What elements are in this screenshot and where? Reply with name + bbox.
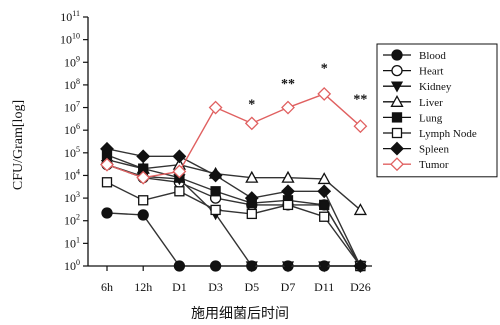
legend-label-liver: Liver [419, 97, 443, 109]
data-point-lymph-node [246, 208, 257, 220]
y-tick-label: 102 [64, 213, 80, 228]
series-line-liver [106, 158, 361, 211]
data-point-spleen [353, 259, 368, 273]
legend-marker-heart [391, 64, 403, 77]
data-point-kidney [281, 261, 295, 273]
y-tick-label: 107 [64, 100, 80, 115]
series-line-tumor [106, 93, 361, 179]
data-point-tumor [317, 86, 332, 101]
data-point-blood [173, 260, 186, 272]
data-point-lymph-node [138, 195, 149, 206]
data-point-kidney [318, 261, 331, 273]
data-point-spleen [317, 184, 332, 199]
data-point-liver [281, 170, 295, 183]
legend-marker-kidney [390, 81, 404, 93]
data-point-lymph-node [101, 177, 113, 188]
y-axis-label: CFU/Gram[log] [11, 100, 26, 190]
data-point-liver [353, 203, 367, 216]
significance-marker: * [321, 61, 328, 76]
legend-label-lung: Lung [419, 112, 443, 124]
legend-marker-lymph-node [391, 127, 403, 139]
x-tick-label: D7 [281, 280, 296, 294]
chart-axes: 100 101 102 103 104 105 106 107 108 109 1010 1011 6h… [60, 9, 372, 294]
data-point-blood [209, 260, 222, 272]
data-point-lung [210, 186, 221, 197]
x-axis-label: 施用细菌后时间 [191, 306, 289, 322]
data-point-lymph-node [210, 204, 221, 216]
data-point-spleen [244, 191, 259, 206]
legend-label-blood: Blood [419, 50, 446, 62]
y-tick-label: 101 [64, 235, 80, 250]
y-tick-label: 103 [64, 190, 80, 205]
data-point-lymph-node [319, 211, 330, 222]
legend-label-tumor: Tumor [419, 159, 449, 171]
legend-marker-tumor [390, 157, 404, 172]
series-tumor [100, 86, 368, 185]
series-layer [100, 86, 368, 273]
y-tick-label: 105 [64, 145, 80, 160]
legend-box [376, 43, 498, 178]
data-point-blood [137, 209, 149, 221]
data-point-tumor [208, 100, 223, 115]
x-tick-label: D26 [350, 280, 371, 294]
y-tick-label: 104 [64, 167, 80, 182]
data-point-kidney [245, 261, 258, 273]
legend-marker-blood [391, 49, 403, 61]
series-line-lung [106, 154, 362, 267]
legend: Blood Heart Kidney Liver Lung Lymph Node Splee… [376, 43, 498, 178]
data-point-liver [245, 170, 259, 183]
y-tick-label: 1011 [60, 9, 80, 24]
legend-label-kidney: Kidney [419, 81, 452, 93]
significance-annotations: ****** [248, 61, 367, 112]
data-point-tumor [100, 157, 114, 172]
data-point-spleen [281, 184, 295, 199]
y-tick-label: 108 [64, 77, 80, 92]
significance-marker: * [248, 98, 255, 113]
y-tick-label: 1010 [60, 32, 80, 47]
data-point-blood [101, 207, 113, 219]
series-spleen [100, 141, 368, 273]
y-tick-label: 100 [64, 258, 80, 273]
data-point-tumor [172, 164, 187, 179]
y-tick-label: 106 [64, 122, 80, 137]
legend-label-lymph-node: Lymph Node [419, 128, 477, 140]
legend-label-heart: Heart [419, 66, 443, 78]
data-point-tumor [353, 119, 368, 134]
data-point-lymph-node [282, 199, 294, 211]
data-point-tumor [281, 100, 295, 115]
data-point-lung [319, 199, 330, 211]
x-tick-label: D11 [314, 280, 334, 294]
legend-marker-spleen [390, 141, 404, 156]
x-tick-label: D5 [244, 280, 259, 294]
x-tick-label: D3 [208, 280, 223, 294]
legend-label-spleen: Spleen [419, 144, 449, 156]
data-point-spleen [208, 168, 223, 183]
data-point-spleen [172, 149, 187, 164]
data-point-spleen [100, 141, 114, 156]
series-line-lymph-node [106, 181, 361, 267]
data-point-tumor [244, 116, 259, 131]
y-tick-label: 109 [64, 54, 80, 69]
legend-marker-lung [391, 112, 403, 123]
x-tick-label: 6h [101, 280, 113, 294]
legend-marker-liver [390, 94, 404, 107]
data-point-tumor [136, 170, 151, 185]
x-tick-label: D1 [172, 280, 187, 294]
data-point-liver [317, 172, 331, 185]
significance-marker: ** [281, 77, 295, 92]
data-point-spleen [136, 149, 151, 164]
data-point-lymph-node [174, 186, 185, 197]
x-tick-label: 12h [134, 280, 152, 294]
significance-marker: ** [353, 93, 367, 108]
